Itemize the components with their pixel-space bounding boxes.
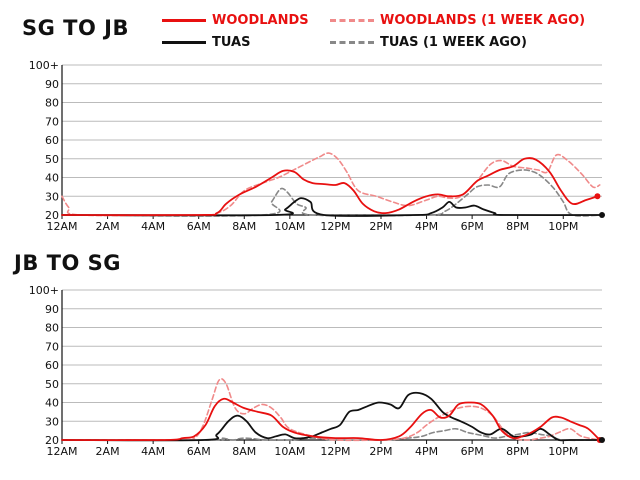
end-point-tuas bbox=[599, 437, 605, 443]
legend-swatch-woodlands-week-ago bbox=[330, 19, 374, 22]
x-tick-label: 4PM bbox=[415, 220, 438, 233]
x-tick-label: 6PM bbox=[461, 445, 484, 458]
x-tick-label: 10PM bbox=[548, 445, 578, 458]
series-line-tuas-1-week-ago bbox=[61, 169, 603, 217]
end-point-woodlands bbox=[594, 193, 601, 200]
legend-label-tuas: TUAS bbox=[212, 35, 251, 50]
y-tick-label: 60 bbox=[45, 359, 59, 372]
series-line-woodlands-1-week-ago bbox=[61, 378, 601, 442]
x-tick-label: 10AM bbox=[274, 445, 305, 458]
chart-title-sg-to-jb: SG TO JB bbox=[22, 16, 129, 40]
x-tick-label: 2AM bbox=[96, 220, 120, 233]
y-tick-label: 80 bbox=[45, 322, 59, 335]
series-line-tuas-1-week-ago bbox=[61, 427, 603, 442]
x-tick-label: 6AM bbox=[187, 220, 211, 233]
x-tick-label: 12AM bbox=[46, 445, 77, 458]
legend-label-tuas-week-ago: TUAS (1 WEEK AGO) bbox=[380, 35, 527, 50]
legend-label-woodlands-week-ago: WOODLANDS (1 WEEK AGO) bbox=[380, 13, 586, 28]
y-tick-label: 90 bbox=[45, 303, 59, 316]
legend-item-tuas[interactable]: TUAS bbox=[162, 35, 250, 50]
chart-title-jb-to-sg: JB TO SG bbox=[14, 251, 121, 275]
x-tick-label: 12PM bbox=[320, 445, 350, 458]
y-tick-label: 60 bbox=[45, 134, 59, 147]
y-tick-label: 80 bbox=[45, 97, 59, 110]
x-tick-label: 8AM bbox=[232, 220, 256, 233]
legend-label-woodlands: WOODLANDS bbox=[212, 13, 309, 28]
y-tick-label: 30 bbox=[45, 190, 59, 203]
series-line-woodlands-1-week-ago bbox=[61, 152, 601, 217]
x-tick-label: 4PM bbox=[415, 445, 438, 458]
legend-item-woodlands[interactable]: WOODLANDS bbox=[162, 13, 309, 28]
chart-jb-to-sg: 20 30 40 50 60 70 80 90 100+ 12AM 2AM 4AM 6AM 8AM 10AM… bbox=[29, 284, 605, 458]
x-tick-label: 8PM bbox=[506, 445, 529, 458]
chart-sg-to-jb: 20 30 40 50 60 70 80 90 100+ 12AM 2AM 4AM 6AM 8AM 10AM… bbox=[29, 59, 605, 233]
y-tick-label: 70 bbox=[45, 340, 59, 353]
legend-swatch-woodlands bbox=[162, 19, 206, 22]
y-tick-label: 40 bbox=[45, 397, 59, 410]
x-tick-label: 8AM bbox=[232, 445, 256, 458]
y-tick-label: 40 bbox=[45, 172, 59, 185]
x-tick-label: 10PM bbox=[548, 220, 578, 233]
legend-item-woodlands-week-ago[interactable]: WOODLANDS (1 WEEK AGO) bbox=[330, 13, 585, 28]
y-tick-label: 50 bbox=[45, 378, 59, 391]
x-tick-label: 2PM bbox=[369, 445, 392, 458]
y-tick-label: 50 bbox=[45, 153, 59, 166]
y-tick-label: 100+ bbox=[29, 59, 59, 72]
x-tick-label: 12PM bbox=[320, 220, 350, 233]
x-tick-label: 6PM bbox=[461, 220, 484, 233]
legend: WOODLANDS WOODLANDS (1 WEEK AGO) TUAS TU… bbox=[160, 10, 630, 56]
x-tick-label: 6AM bbox=[187, 445, 211, 458]
x-tick-label: 12AM bbox=[46, 220, 77, 233]
y-tick-label: 90 bbox=[45, 78, 59, 91]
y-tick-label: 20 bbox=[45, 209, 59, 222]
x-tick-label: 2PM bbox=[369, 220, 392, 233]
y-tick-label: 70 bbox=[45, 115, 59, 128]
y-tick-label: 20 bbox=[45, 434, 59, 447]
y-tick-label: 30 bbox=[45, 415, 59, 428]
legend-swatch-tuas-week-ago bbox=[330, 41, 374, 44]
x-tick-label: 4AM bbox=[141, 445, 165, 458]
end-point-tuas bbox=[599, 212, 605, 218]
series-line-tuas bbox=[61, 391, 603, 442]
x-tick-label: 4AM bbox=[141, 220, 165, 233]
x-tick-label: 8PM bbox=[506, 220, 529, 233]
y-tick-label: 100+ bbox=[29, 284, 59, 297]
series-line-woodlands bbox=[61, 157, 599, 217]
series-line-woodlands bbox=[61, 397, 601, 442]
legend-swatch-tuas bbox=[162, 41, 206, 44]
x-tick-label: 10AM bbox=[274, 220, 305, 233]
x-tick-label: 2AM bbox=[96, 445, 120, 458]
series-line-tuas bbox=[61, 197, 603, 217]
legend-item-tuas-week-ago[interactable]: TUAS (1 WEEK AGO) bbox=[330, 35, 527, 50]
